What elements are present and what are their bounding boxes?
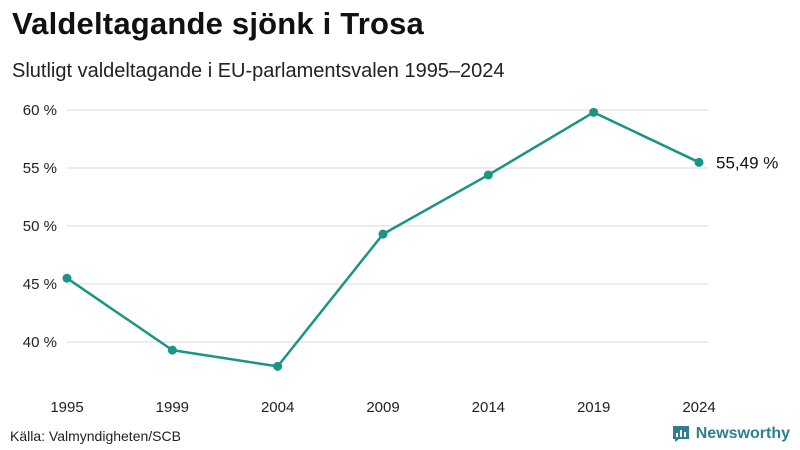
data-point[interactable] — [273, 361, 283, 371]
x-tick-label: 2024 — [682, 399, 715, 416]
y-tick-label: 50 % — [23, 218, 57, 235]
x-axis-ticks: 1995 1999 2004 2009 2014 2019 2024 — [50, 399, 715, 416]
data-point[interactable] — [167, 345, 177, 355]
end-value-label: 55,49 % — [716, 153, 778, 172]
line-chart: 40 % 45 % 50 % 55 % 60 % 1995 1999 2004 2009 201… — [23, 102, 779, 416]
x-tick-label: 2014 — [472, 399, 505, 416]
y-tick-label: 55 % — [23, 160, 57, 177]
data-point[interactable] — [589, 107, 599, 117]
data-point[interactable] — [694, 157, 704, 167]
x-tick-label: 1999 — [156, 399, 189, 416]
data-labels: 55,49 % — [716, 153, 778, 172]
x-tick-label: 2019 — [577, 399, 610, 416]
brand-logo[interactable]: Newsworthy — [672, 425, 790, 443]
series-line-trosa — [66, 111, 700, 368]
brand-name: Newsworthy — [695, 425, 790, 442]
grid-lines — [67, 109, 708, 343]
chart-subtitle: Slutligt valdeltagande i EU-parlamentsva… — [12, 60, 505, 82]
series-line — [66, 111, 700, 368]
source-note: Källa: Valmyndigheten/SCB — [10, 428, 181, 444]
newsworthy-icon — [672, 426, 689, 442]
x-tick-label: 2004 — [261, 399, 294, 416]
y-axis-ticks: 40 % 45 % 50 % 55 % 60 % — [23, 102, 57, 351]
x-tick-label: 1995 — [50, 399, 83, 416]
data-point[interactable] — [378, 229, 388, 239]
data-point[interactable] — [62, 273, 72, 283]
y-tick-label: 45 % — [23, 276, 57, 293]
y-tick-label: 40 % — [23, 334, 57, 351]
y-tick-label: 60 % — [23, 102, 57, 119]
chart-title: Valdeltagande sjönk i Trosa — [12, 6, 424, 41]
data-point[interactable] — [483, 170, 493, 180]
data-points — [62, 107, 704, 371]
x-tick-label: 2009 — [366, 399, 399, 416]
